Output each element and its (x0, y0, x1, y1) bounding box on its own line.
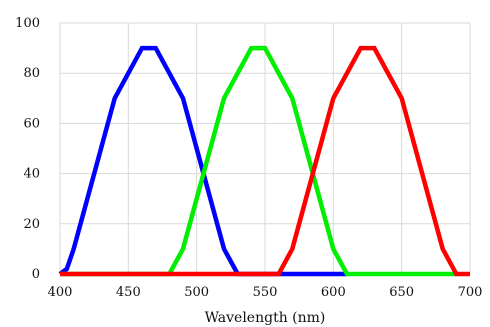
x-tick-label-600: 600 (321, 285, 346, 300)
x-tick-label-400: 400 (48, 285, 73, 300)
x-tick-label-450: 450 (116, 285, 141, 300)
x-tick-labels: 400 450 500 550 600 650 700 (48, 285, 483, 300)
y-tick-label-80: 80 (23, 66, 40, 81)
x-axis-label: Wavelength (nm) (205, 310, 326, 326)
y-tick-label-40: 40 (23, 167, 40, 182)
y-tick-label-20: 20 (23, 217, 40, 232)
y-tick-labels: 0 20 40 60 80 100 (15, 16, 40, 282)
y-tick-label-60: 60 (23, 116, 40, 131)
series-line-3 (60, 45, 470, 277)
x-tick-label-700: 700 (458, 285, 483, 300)
series-line-1 (58, 45, 347, 277)
series-layer (58, 45, 470, 277)
y-tick-label-0: 0 (32, 267, 40, 282)
x-tick-label-500: 500 (184, 285, 209, 300)
y-tick-label-100: 100 (15, 16, 40, 31)
x-tick-label-550: 550 (253, 285, 278, 300)
x-tick-label-650: 650 (389, 285, 414, 300)
grid (59, 22, 471, 275)
series-line-2 (60, 45, 457, 277)
